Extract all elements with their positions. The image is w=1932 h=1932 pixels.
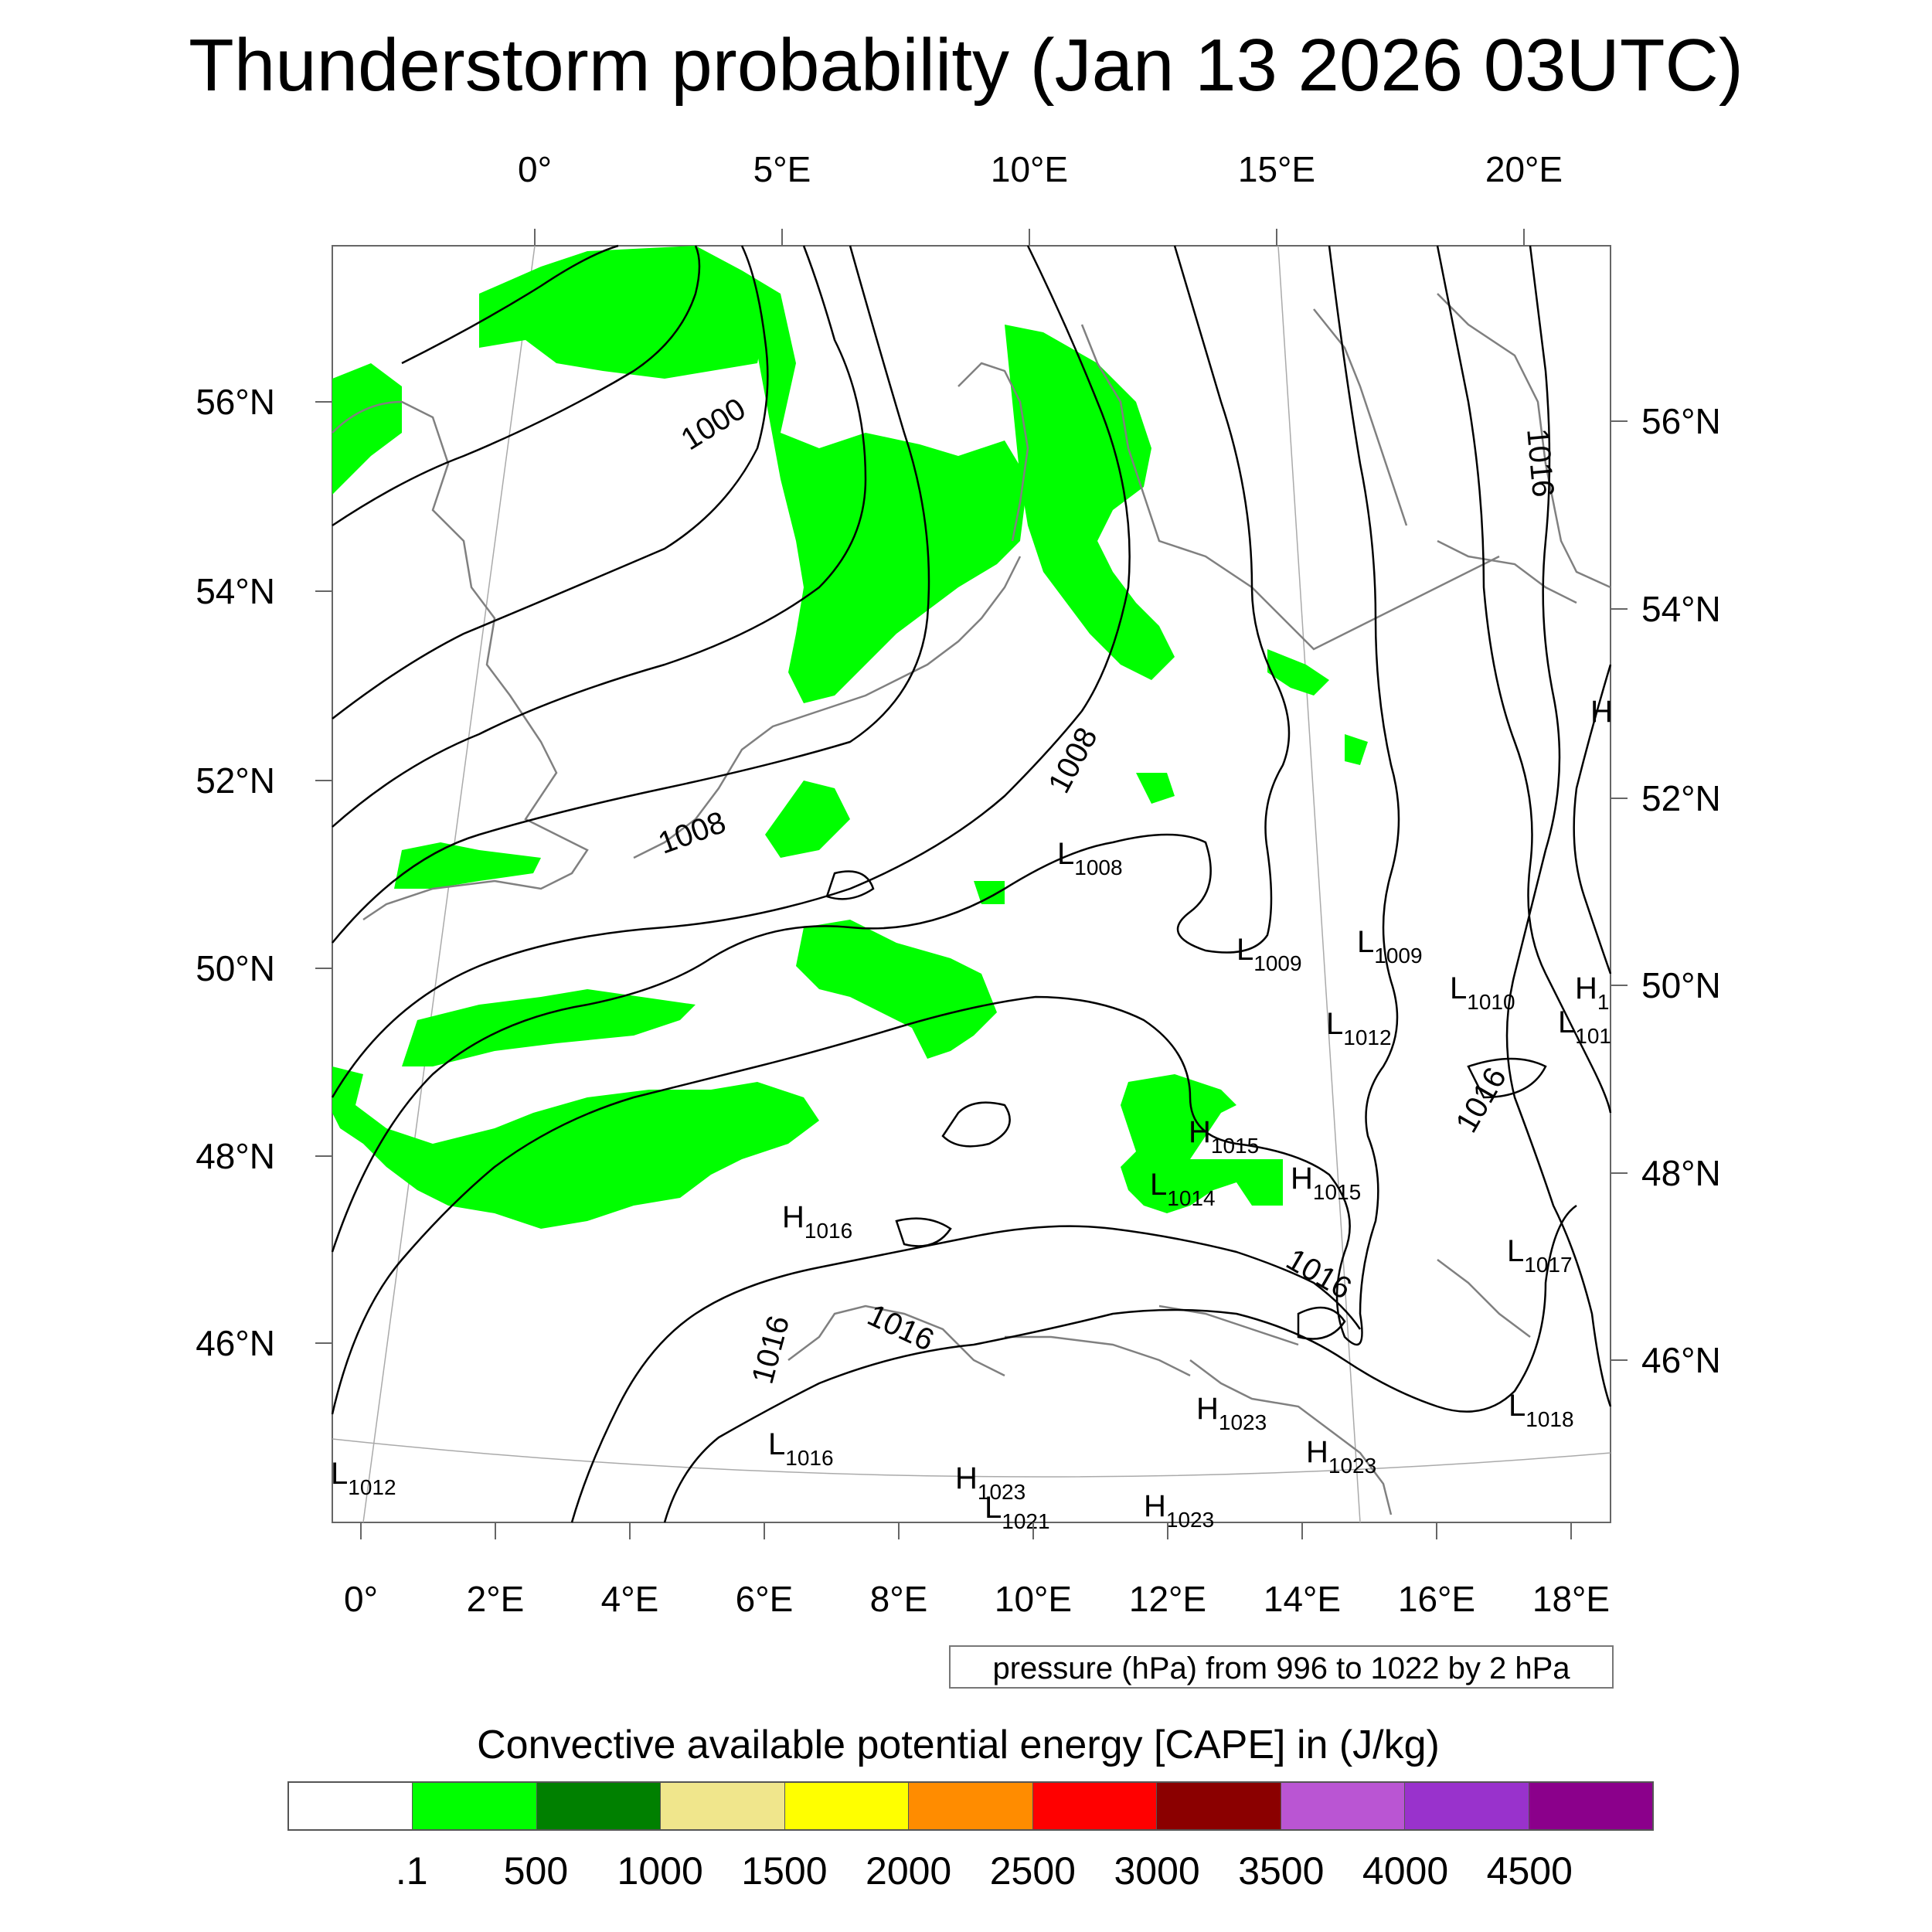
colorbar-swatch [413,1783,537,1829]
pressure-center: H1016 [782,1200,852,1243]
colorbar-label: 2000 [866,1849,952,1893]
pressure-center: L1018 [1509,1389,1574,1431]
pressure-center: L1012 [331,1457,396,1499]
lon-label: 18°E [1532,1579,1610,1619]
colorbar-swatch [536,1783,662,1829]
pressure-center: H1023 [955,1461,1026,1504]
pressure-center: H1 [1575,971,1609,1014]
colorbar-label: 3000 [1114,1849,1200,1893]
pressure-center: H1015 [1189,1115,1259,1158]
lat-label: 46°N [1641,1340,1721,1380]
bottom-lon-labels: 0° 2°E 4°E 6°E 8°E 10°E 12°E 14°E 16°E 1… [344,1579,1610,1619]
lon-label: 8°E [870,1579,928,1619]
lat-label: 46°N [196,1323,275,1363]
cape-areas [332,246,1368,1229]
lat-label: 56°N [196,382,275,422]
lon-label: 0° [518,149,552,189]
lat-label: 50°N [196,948,275,988]
lat-label: 54°N [1641,589,1721,629]
lat-label: 50°N [1641,965,1721,1005]
pressure-center: L1009 [1357,925,1423,968]
lon-label: 0° [344,1579,378,1619]
colorbar-label: 500 [503,1849,569,1893]
lat-label: 54°N [196,571,275,611]
coastlines [332,293,1611,1515]
lon-label: 10°E [995,1579,1072,1619]
pressure-center: L1014 [1150,1168,1216,1210]
colorbar-swatch [1032,1783,1158,1829]
pressure-center: H1015 [1291,1162,1361,1204]
colorbar-label: 1500 [741,1849,828,1893]
pressure-centers: L1008 L1009 L1009 L1010 L1012 H1 L101 H1… [331,695,1613,1533]
lon-label: 15°E [1238,149,1315,189]
pressure-center: L1017 [1507,1234,1573,1277]
map-frame [332,245,1611,1523]
colorbar-swatch [661,1783,785,1829]
colorbar [287,1781,1654,1831]
colorbar-swatch [1529,1783,1652,1829]
lon-label: 4°E [601,1579,659,1619]
lat-label: 56°N [1641,401,1721,441]
pressure-center: L1016 [768,1427,834,1470]
lon-label: 20°E [1485,149,1563,189]
colorbar-label: .1 [395,1849,428,1893]
contour-label: 1016 [1520,427,1560,498]
lon-label: 6°E [736,1579,794,1619]
colorbar-swatch [289,1783,413,1829]
lon-label: 12°E [1129,1579,1206,1619]
axis-ticks [315,229,1628,1539]
left-lat-labels: 56°N 54°N 52°N 50°N 48°N 46°N [196,382,275,1363]
lon-label: 10°E [991,149,1068,189]
colorbar-label: 2500 [989,1849,1076,1893]
isobars [331,244,1612,1523]
colorbar-label: 4000 [1362,1849,1449,1893]
colorbar-swatch [909,1783,1033,1829]
top-lon-labels: 0° 5°E 10°E 15°E 20°E [518,149,1563,189]
right-lat-labels: 56°N 54°N 52°N 50°N 48°N 46°N [1641,401,1721,1380]
pressure-center: H1023 [1306,1435,1376,1478]
colorbar-swatch [1157,1783,1281,1829]
colorbar-label: 1000 [617,1849,703,1893]
pressure-center: H [1590,695,1613,729]
pressure-note: pressure (hPa) from 996 to 1022 by 2 hPa [949,1645,1614,1689]
pressure-center: L1008 [1057,837,1123,879]
lon-label: 16°E [1398,1579,1475,1619]
pressure-center: L1021 [985,1491,1050,1533]
colorbar-label: 3500 [1238,1849,1325,1893]
colorbar-label: 4500 [1486,1849,1573,1893]
lat-label: 52°N [196,760,275,801]
lon-label: 5°E [753,149,811,189]
pressure-center: H1023 [1144,1489,1214,1532]
map-title: Thunderstorm probability (Jan 13 2026 03… [189,24,1743,107]
pressure-center: L1012 [1326,1007,1392,1049]
lat-label: 48°N [1641,1153,1721,1193]
lat-label: 48°N [196,1136,275,1176]
colorbar-labels: .1 500 1000 1500 2000 2500 3000 3500 4000 4500 [287,1849,1654,1895]
colorbar-swatch [1405,1783,1529,1829]
pressure-center: L1010 [1450,971,1515,1014]
lat-label: 52°N [1641,778,1721,818]
pressure-center: L101 [1558,1005,1611,1048]
colorbar-swatch [784,1783,910,1829]
colorbar-title: Convective available potential energy [C… [477,1723,1440,1767]
pressure-center: H1023 [1196,1392,1267,1434]
lon-label: 14°E [1264,1579,1341,1619]
colorbar-swatch [1281,1783,1406,1829]
pressure-center: L1009 [1236,933,1302,975]
lon-label: 2°E [467,1579,525,1619]
